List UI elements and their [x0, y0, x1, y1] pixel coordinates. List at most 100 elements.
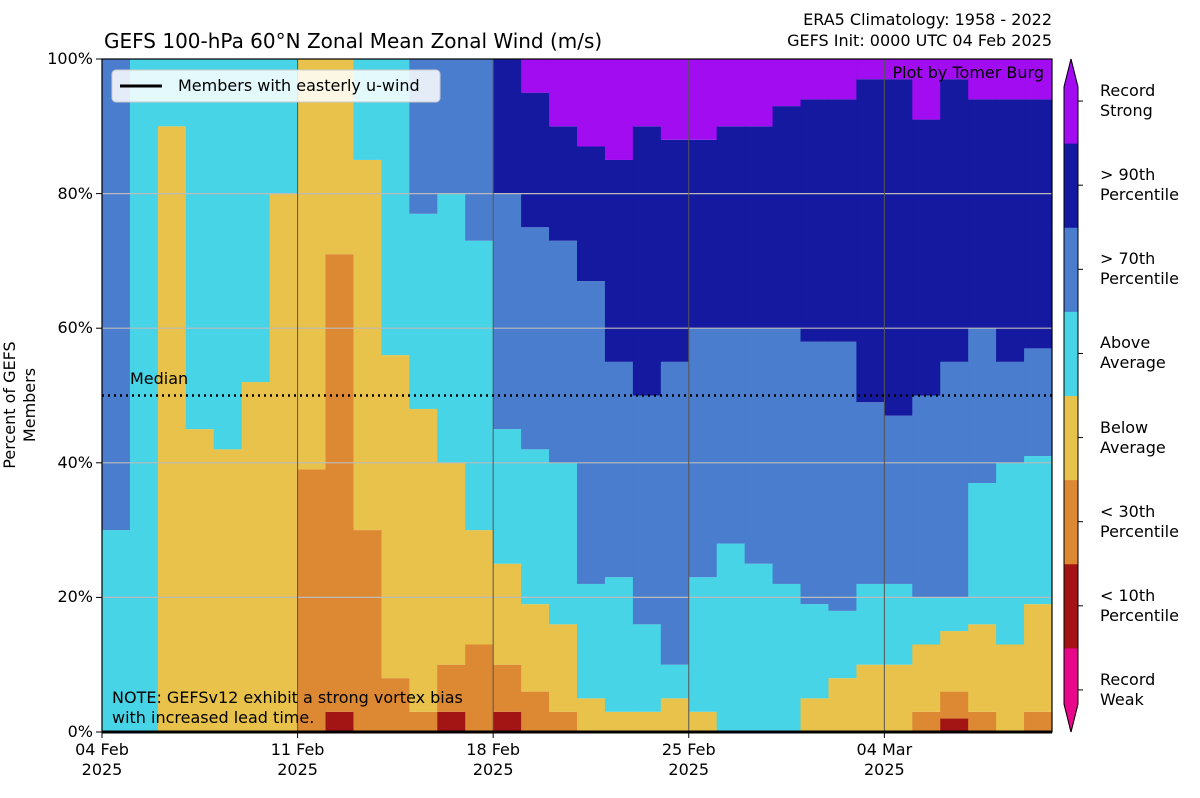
stack-segment: [1024, 456, 1053, 605]
stack-segment: [381, 59, 410, 356]
stack-segment: [213, 59, 243, 450]
legend-label: Members with easterly u-wind: [178, 76, 420, 95]
stack-segment: [772, 583, 802, 732]
stack-segment: [185, 429, 215, 732]
stack-segment: [996, 462, 1025, 645]
stack-segment: [800, 604, 829, 699]
stack-segment: [744, 59, 774, 127]
stack-segment: [632, 711, 662, 732]
colorbar-swatch: [1063, 647, 1079, 733]
stack-segment: [409, 408, 438, 712]
stack-segment: [828, 610, 857, 679]
stack-segment: [884, 415, 913, 584]
stack-segment: [493, 429, 522, 564]
stack-segment: [493, 193, 522, 430]
stack-segment: [968, 711, 997, 732]
note: NOTE: GEFSv12 exhibit a strong vortex bi…: [112, 688, 463, 727]
stack-segment: [912, 597, 941, 645]
stack-segment: [102, 59, 131, 531]
stack-segment: [437, 59, 466, 194]
stack-segment: [465, 644, 494, 732]
stack-segment: [996, 99, 1025, 362]
stack-segment: [157, 126, 187, 733]
stack-segment: [660, 59, 690, 140]
stack-segment: [940, 691, 969, 719]
stack-segment: [884, 59, 913, 80]
stack-segment: [968, 482, 997, 625]
stack-segment: [632, 126, 662, 396]
stack-segment: [772, 59, 802, 107]
stack-segment: [465, 59, 494, 241]
stack-segment: [241, 382, 271, 732]
colorbar-label: > 70th Percentile: [1100, 249, 1179, 289]
stack-segment: [102, 530, 131, 732]
stack-segment: [688, 139, 718, 329]
legend-box: [111, 69, 441, 103]
stack-segment: [800, 99, 829, 342]
chart-title: GEFS 100-hPa 60°N Zonal Mean Zonal Wind …: [104, 29, 603, 53]
stack-segment: [604, 159, 634, 362]
colorbar-swatch: [1063, 479, 1079, 565]
colorbar-frame: [1063, 58, 1079, 733]
stack-segment: [577, 281, 606, 584]
stack-segment: [884, 664, 913, 732]
y-axis-label: Percent of GEFS Members: [0, 341, 39, 469]
colorbar-label: Record Strong: [1100, 81, 1156, 121]
stack-segment: [828, 99, 857, 342]
stack-segment: [884, 79, 913, 416]
colorbar-swatch: [1063, 563, 1079, 649]
stack-segment: [940, 79, 969, 362]
stack-segment: [744, 328, 774, 564]
stack-segment: [912, 644, 941, 712]
stack-segment: [241, 59, 271, 383]
stack-segment: [521, 59, 550, 93]
stack-segment: [325, 711, 354, 732]
stack-segment: [968, 328, 997, 483]
stack-segment: [688, 328, 718, 578]
stack-segment: [940, 59, 969, 80]
stack-segment: [577, 59, 606, 147]
x-tick-label: 04 Feb 2025: [75, 740, 129, 779]
y-tick-label: 60%: [57, 318, 93, 338]
stack-segment: [185, 59, 215, 430]
stack-segment: [688, 711, 718, 732]
stack-segment: [744, 563, 774, 732]
x-tick-label: 25 Feb 2025: [661, 740, 716, 779]
x-tick-label: 11 Feb 2025: [270, 740, 325, 779]
stack-segment: [353, 159, 382, 531]
stack-segment: [828, 678, 857, 732]
stack-segment: [549, 126, 578, 241]
stack-segment: [521, 227, 550, 450]
stack-segment: [800, 341, 829, 605]
stack-segment: [996, 644, 1025, 732]
stack-segment: [521, 691, 550, 732]
stack-segment: [856, 402, 885, 584]
stack-segment: [968, 59, 997, 100]
stack-segment: [660, 361, 690, 665]
stack-segment: [325, 254, 354, 712]
stack-segment: [353, 530, 382, 732]
stack-segment: [940, 631, 969, 692]
stack-segment: [716, 543, 746, 732]
stack-segment: [604, 711, 634, 732]
stack-segment: [521, 92, 550, 228]
stack-segment: [856, 664, 885, 732]
y-tick-label: 80%: [57, 183, 93, 203]
stack-segment: [493, 59, 522, 194]
stack-segment: [968, 99, 997, 329]
stack-segment: [381, 355, 410, 679]
stack-segment: [912, 59, 941, 120]
stack-segment: [604, 361, 634, 578]
stack-segment: [772, 106, 802, 329]
stack-segment: [800, 59, 829, 100]
stack-segment: [297, 59, 327, 470]
stack-segment: [437, 664, 466, 712]
stack-segment: [772, 328, 802, 584]
subtitle: ERA5 Climatology: 1958 - 2022: [803, 10, 1052, 29]
x-tick-label: 04 Mar 2025: [856, 740, 913, 779]
colorbar-label: < 10th Percentile: [1100, 585, 1179, 625]
credit: Plot by Tomer Burg: [892, 63, 1044, 82]
stack-segment: [465, 530, 494, 645]
stack-segment: [996, 59, 1025, 100]
stack-segment: [465, 240, 494, 531]
